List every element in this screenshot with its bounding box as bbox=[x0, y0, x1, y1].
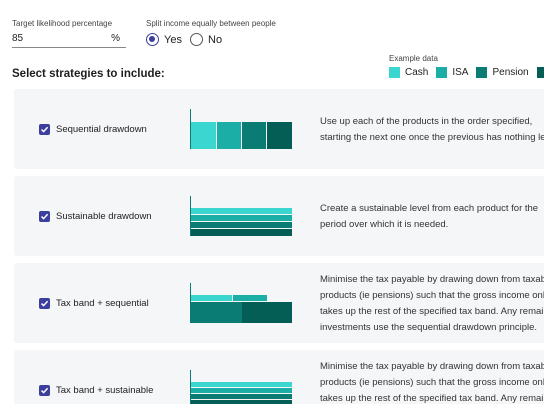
strategy-description: Minimise the tax payable by drawing down… bbox=[320, 274, 544, 333]
taxband-sustainable-diagram bbox=[190, 370, 292, 404]
strategy-description: Create a sustainable level from each pro… bbox=[320, 203, 539, 230]
sustainable-diagram bbox=[190, 196, 292, 236]
cash-swatch bbox=[389, 67, 400, 78]
target-likelihood-input[interactable]: 85 % bbox=[12, 32, 126, 48]
checkmark-icon bbox=[40, 387, 49, 394]
sustainable-checkbox[interactable] bbox=[39, 211, 50, 222]
strategy-card-taxband-sustainable[interactable]: Tax band + sustainable Minimise the tax … bbox=[14, 350, 544, 404]
split-yes-radio[interactable]: Yes bbox=[146, 33, 182, 46]
sequential-checkbox[interactable] bbox=[39, 124, 50, 135]
legend-item-cash: Cash bbox=[389, 67, 428, 78]
strategy-card-sustainable[interactable]: Sustainable drawdown Create a sustainabl… bbox=[14, 176, 544, 256]
strategy-description: Minimise the tax payable by drawing down… bbox=[320, 361, 544, 404]
target-likelihood-label: Target likelihood percentage bbox=[12, 19, 113, 28]
target-likelihood-value: 85 bbox=[12, 33, 24, 44]
legend-item-pension: Pension bbox=[476, 67, 529, 78]
legend-label-isa: ISA bbox=[452, 67, 469, 78]
taxband-sequential-diagram bbox=[190, 283, 292, 323]
checkmark-icon bbox=[40, 300, 49, 307]
strategy-card-taxband-sequential[interactable]: Tax band + sequential Minimise the tax p… bbox=[14, 263, 544, 343]
split-income-label: Split income equally between people bbox=[146, 19, 276, 28]
radio-unchecked-icon bbox=[190, 33, 203, 46]
strategy-name: Sequential drawdown bbox=[56, 124, 147, 135]
legend-item-other bbox=[536, 67, 544, 78]
legend: Cash ISA Pension bbox=[389, 67, 544, 78]
legend-label-cash: Cash bbox=[405, 67, 429, 78]
strategy-card-sequential[interactable]: Sequential drawdown Use up each of the p… bbox=[14, 89, 544, 169]
split-no-label: No bbox=[208, 33, 223, 46]
taxband-sequential-checkbox[interactable] bbox=[39, 298, 50, 309]
split-yes-label: Yes bbox=[164, 33, 182, 46]
legend-title: Example data bbox=[389, 54, 438, 63]
strategy-description: Use up each of the products in the order… bbox=[320, 116, 544, 143]
split-no-radio[interactable]: No bbox=[190, 33, 222, 46]
strategy-name: Tax band + sustainable bbox=[56, 385, 154, 396]
taxband-sustainable-checkbox[interactable] bbox=[39, 385, 50, 396]
legend-label-pension: Pension bbox=[492, 67, 529, 78]
other-swatch bbox=[536, 67, 544, 78]
strategy-name: Tax band + sequential bbox=[56, 298, 149, 309]
strategies-section-title: Select strategies to include: bbox=[12, 68, 165, 80]
radio-checked-icon bbox=[146, 33, 159, 46]
pension-swatch bbox=[476, 67, 488, 78]
isa-swatch bbox=[436, 67, 448, 78]
checkmark-icon bbox=[40, 126, 49, 133]
checkmark-icon bbox=[40, 213, 49, 220]
sequential-diagram bbox=[190, 109, 292, 149]
legend-item-isa: ISA bbox=[436, 67, 468, 78]
strategy-name: Sustainable drawdown bbox=[56, 211, 152, 222]
percent-unit: % bbox=[111, 33, 120, 44]
